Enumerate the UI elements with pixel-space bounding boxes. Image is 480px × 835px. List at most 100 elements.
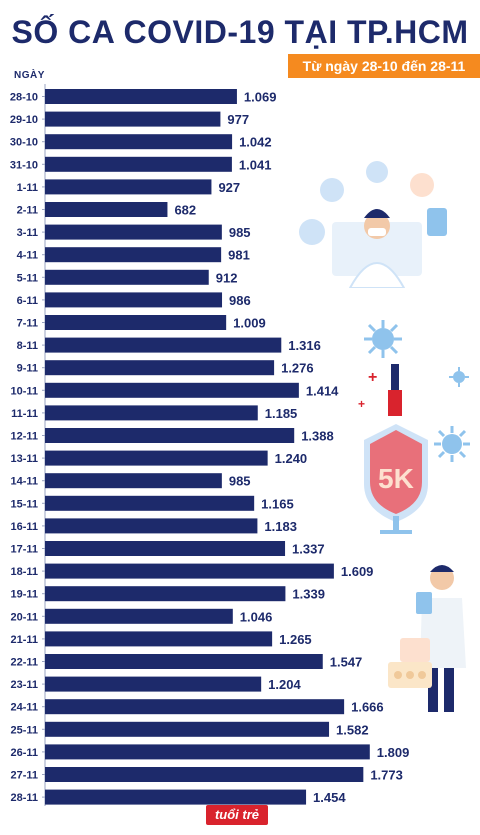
data-label: 1.547 (330, 655, 363, 670)
data-label: 1.609 (341, 564, 374, 579)
data-label: 1.265 (279, 632, 312, 647)
bar (45, 676, 262, 692)
category-label: 24-11 (10, 702, 38, 714)
bar (45, 134, 233, 150)
category-label: 25-11 (10, 724, 38, 736)
data-label: 986 (229, 293, 251, 308)
bar (45, 202, 168, 217)
category-label: 3-11 (17, 227, 38, 239)
data-label: 1.069 (244, 90, 277, 105)
bar (45, 699, 345, 715)
category-label: 12-11 (10, 431, 38, 443)
svg-text:+: + (368, 369, 377, 386)
category-label: 28-11 (10, 792, 38, 804)
data-label: 1.240 (275, 451, 308, 466)
doctor-with-clipboard-illustration (388, 565, 466, 712)
bar (45, 495, 255, 511)
bar (45, 269, 209, 285)
category-label: 13-11 (10, 453, 38, 465)
category-label: 15-11 (10, 498, 38, 510)
bar (45, 721, 330, 737)
bar (45, 382, 299, 398)
category-label: 8-11 (17, 340, 38, 352)
svg-text:5K: 5K (378, 463, 414, 494)
virus-small-icon (449, 367, 469, 387)
bar (45, 654, 323, 669)
bar (45, 541, 286, 556)
data-label: 1.009 (233, 316, 266, 331)
bar (45, 608, 233, 624)
data-label: 1.046 (240, 609, 273, 624)
data-label: 1.183 (264, 519, 297, 534)
bar (45, 744, 370, 760)
bar (45, 179, 212, 195)
bar (45, 518, 258, 534)
vaccine-shield-5k-illustration: + + 5K (358, 364, 428, 534)
bar (45, 315, 227, 330)
bar (45, 360, 275, 376)
bar (45, 111, 221, 127)
virus-icon-right (434, 426, 470, 462)
category-label: 19-11 (10, 589, 38, 601)
data-label: 1.809 (377, 745, 410, 760)
doctor-video-call-illustration (299, 161, 447, 288)
data-label: 682 (174, 203, 196, 218)
category-label: 18-11 (10, 566, 38, 578)
data-label: 1.041 (239, 157, 272, 172)
category-label: 30-10 (10, 137, 38, 149)
data-label: 1.276 (281, 361, 314, 376)
bar (45, 337, 282, 353)
bar (45, 156, 232, 172)
bar (45, 405, 258, 421)
category-label: 29-10 (10, 114, 38, 126)
category-label: 28-10 (10, 92, 38, 104)
bar (45, 563, 334, 579)
virus-icon (364, 320, 402, 358)
data-label: 1.666 (351, 700, 384, 715)
category-label: 2-11 (17, 205, 38, 217)
data-label: 985 (229, 225, 251, 240)
category-label: 21-11 (10, 634, 38, 646)
data-label: 1.042 (239, 135, 272, 150)
category-label: 4-11 (17, 250, 38, 262)
brand-logo: tuổi trẻ (206, 805, 268, 825)
category-label: 26-11 (10, 747, 38, 759)
data-label: 1.388 (301, 429, 334, 444)
data-label: 1.337 (292, 542, 325, 557)
category-label: 14-11 (10, 476, 38, 488)
data-label: 1.582 (336, 722, 369, 737)
category-label: 31-10 (10, 159, 38, 171)
data-label: 1.773 (370, 768, 403, 783)
bar (45, 586, 286, 602)
category-label: 9-11 (17, 363, 38, 375)
category-label: 27-11 (10, 770, 38, 782)
data-label: 1.454 (313, 790, 346, 805)
data-label: 912 (216, 270, 238, 285)
category-label: 22-11 (10, 657, 38, 669)
bar (45, 247, 222, 263)
category-label: 7-11 (17, 318, 38, 330)
data-label: 985 (229, 474, 251, 489)
data-label: 927 (218, 180, 240, 195)
bar (45, 473, 222, 489)
bar (45, 789, 307, 805)
data-label: 981 (228, 248, 250, 263)
data-label: 1.414 (306, 383, 339, 398)
bar (45, 428, 295, 443)
data-label: 1.339 (292, 587, 325, 602)
data-label: 1.204 (268, 677, 301, 692)
bar (45, 450, 268, 466)
category-label: 17-11 (10, 544, 38, 556)
chart-title: SỐ CA COVID-19 TẠI TP.HCM (11, 14, 469, 50)
chart-subtitle: Từ ngày 28-10 đến 28-11 (288, 54, 480, 78)
data-label: 1.185 (265, 406, 298, 421)
category-label: 23-11 (10, 679, 38, 691)
data-label: 1.316 (288, 338, 321, 353)
category-label: 6-11 (17, 295, 38, 307)
bar (45, 292, 223, 308)
category-label: 10-11 (10, 385, 38, 397)
data-label: 977 (227, 112, 249, 127)
svg-text:+: + (358, 397, 365, 411)
category-label: 20-11 (10, 611, 38, 623)
